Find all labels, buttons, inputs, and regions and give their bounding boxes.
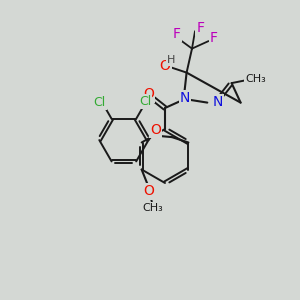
Text: CH₃: CH₃ [142,203,163,213]
Text: O: O [150,123,161,136]
Text: O: O [143,184,154,198]
Text: O: O [160,59,170,73]
Text: Cl: Cl [139,95,151,108]
Text: O: O [143,88,154,101]
Text: H: H [167,55,175,65]
Text: F: F [196,21,204,34]
Text: CH₃: CH₃ [245,74,266,84]
Text: F: F [173,27,181,40]
Text: N: N [212,95,223,109]
Text: Cl: Cl [94,96,106,109]
Text: F: F [210,31,218,44]
Text: N: N [180,91,190,105]
